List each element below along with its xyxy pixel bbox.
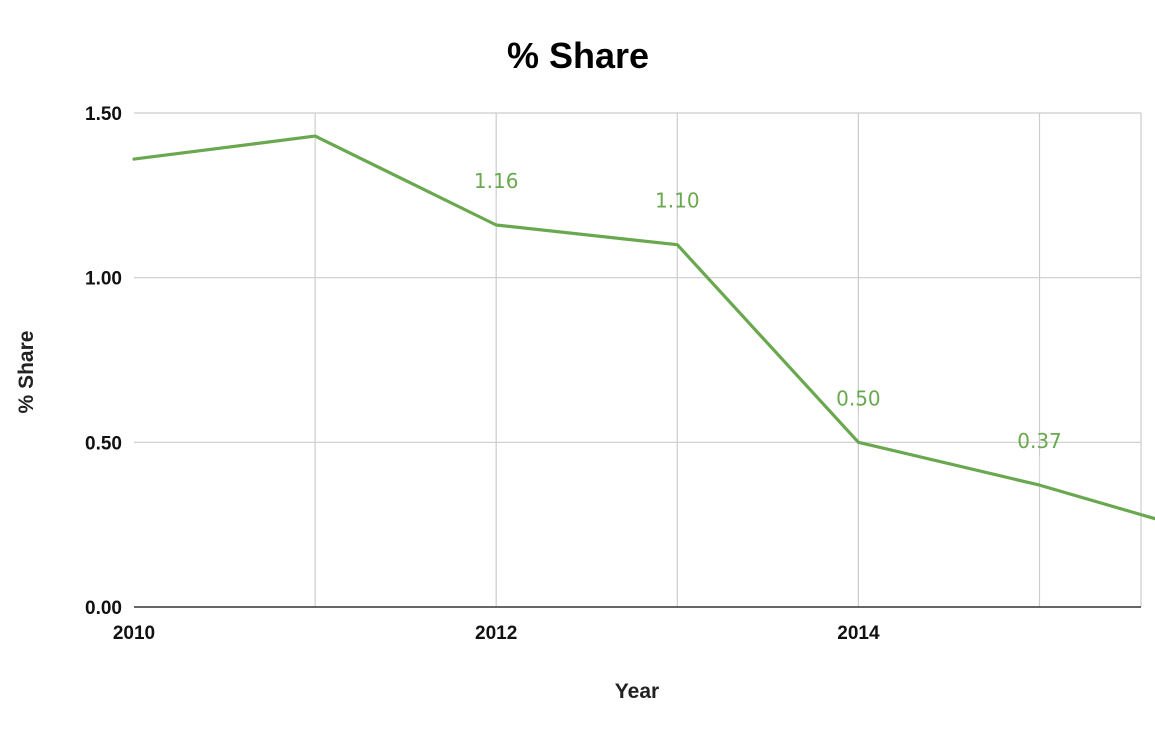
y-tick-label: 0.50 <box>85 433 122 454</box>
series-line <box>132 134 1155 521</box>
x-axis-title: Year <box>615 680 659 703</box>
x-tick-label: 2010 <box>113 623 155 644</box>
x-axis-ticks: 201020122014201620182020 <box>113 623 880 644</box>
data-label: 0.37 <box>1017 429 1062 453</box>
data-label: 0.50 <box>836 386 881 410</box>
grid-lines <box>134 112 1142 608</box>
y-tick-label: 1.50 <box>85 104 122 125</box>
data-labels: 1.161.100.500.370.210.150.120.110.06 <box>474 169 1062 453</box>
x-tick-label: 2012 <box>475 623 517 644</box>
y-tick-label: 0.00 <box>85 598 122 619</box>
data-label: 1.16 <box>474 169 519 193</box>
x-tick-label: 2014 <box>837 623 880 644</box>
y-axis-title: % Share <box>15 331 38 414</box>
chart-title: % Share <box>507 35 649 76</box>
data-label: 1.10 <box>655 189 700 213</box>
data-label-leaders <box>495 195 1040 482</box>
series-layer <box>132 134 1155 521</box>
y-tick-label: 1.00 <box>85 269 122 290</box>
y-axis-ticks: 0.00 0.50 1.00 1.50 <box>85 104 122 619</box>
